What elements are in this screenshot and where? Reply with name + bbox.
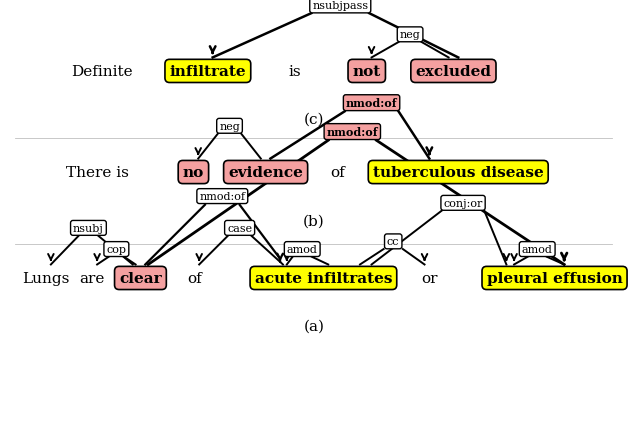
Text: or: or: [421, 271, 438, 285]
Text: (b): (b): [303, 214, 324, 227]
Text: cc: cc: [387, 237, 399, 247]
Text: There is: There is: [66, 166, 129, 180]
Text: amod: amod: [522, 245, 552, 255]
Text: Definite: Definite: [71, 65, 132, 79]
Text: case: case: [227, 223, 252, 233]
Text: conj:or: conj:or: [444, 198, 483, 209]
Text: infiltrate: infiltrate: [170, 65, 246, 79]
Text: Lungs: Lungs: [22, 271, 70, 285]
Text: is: is: [288, 65, 301, 79]
Text: of: of: [330, 166, 345, 180]
Text: no: no: [183, 166, 204, 180]
Text: pleural effusion: pleural effusion: [486, 271, 623, 285]
Text: evidence: evidence: [228, 166, 303, 180]
Text: amod: amod: [287, 245, 317, 255]
Text: (c): (c): [303, 113, 324, 127]
Text: cop: cop: [106, 245, 126, 255]
Text: acute infiltrates: acute infiltrates: [255, 271, 392, 285]
Text: nmod:of: nmod:of: [346, 98, 397, 109]
Text: are: are: [79, 271, 105, 285]
Text: of: of: [187, 271, 202, 285]
Text: nsubj: nsubj: [73, 223, 104, 233]
Text: tuberculous disease: tuberculous disease: [373, 166, 543, 180]
Text: neg: neg: [219, 122, 240, 132]
Text: (a): (a): [303, 319, 324, 333]
Text: neg: neg: [400, 30, 420, 40]
Text: nmod:of: nmod:of: [199, 192, 245, 202]
Text: nsubjpass: nsubjpass: [312, 1, 369, 12]
Text: clear: clear: [119, 271, 162, 285]
Text: nmod:of: nmod:of: [326, 127, 378, 138]
Text: not: not: [353, 65, 381, 79]
Text: excluded: excluded: [415, 65, 492, 79]
